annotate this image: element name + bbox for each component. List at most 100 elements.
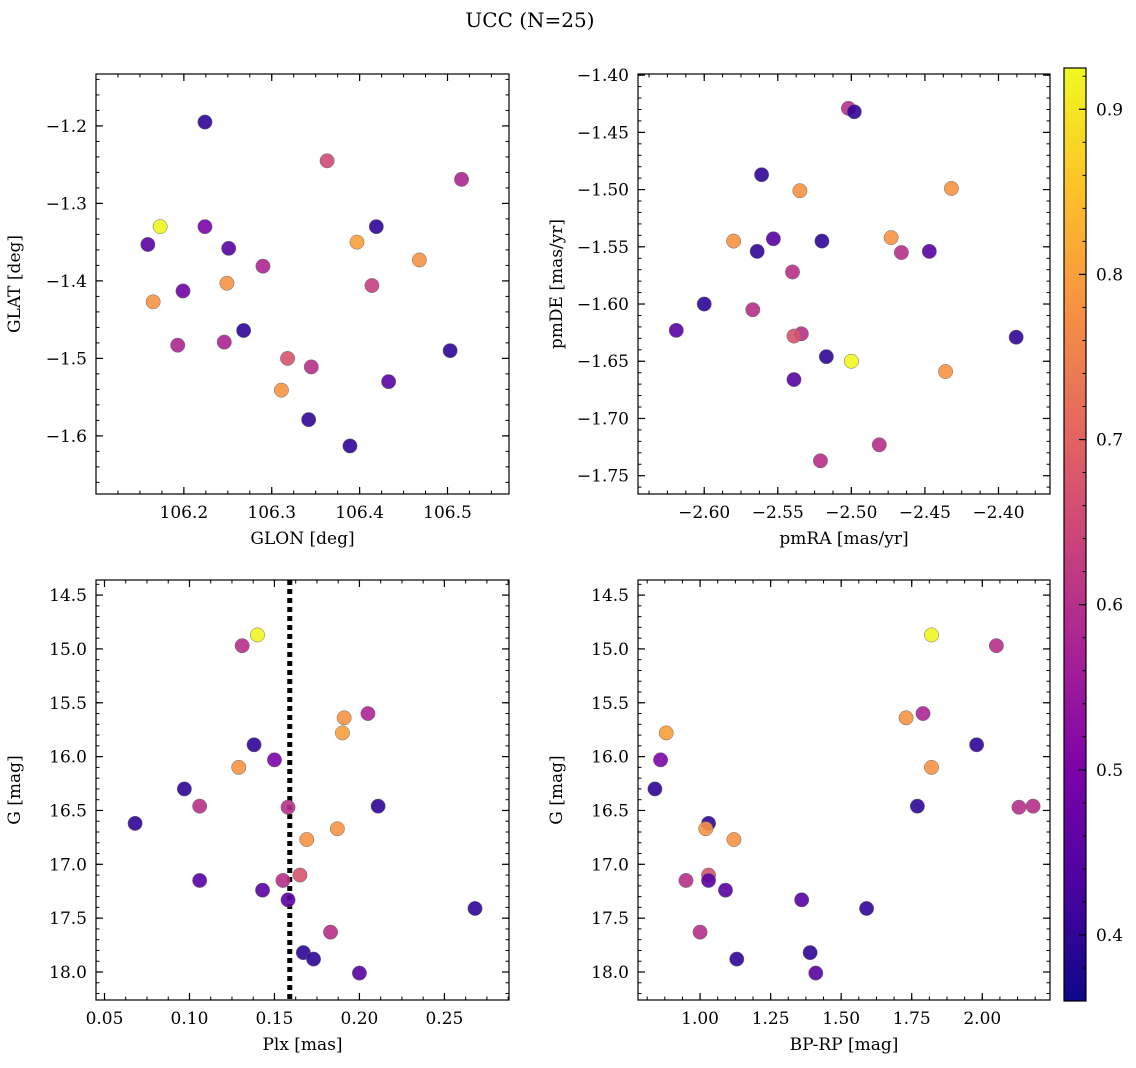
y-tick-label: −1.70: [577, 409, 629, 429]
y-axis-label: GLAT [deg]: [5, 235, 25, 333]
scatter-point: [192, 798, 208, 814]
colorbar: 0.4 0.5 0.6 0.7 0.8 0.9: [1063, 67, 1123, 1002]
y-tick-label: −1.55: [577, 238, 629, 258]
scatter-point: [786, 372, 802, 388]
x-tick-label: 0.15: [256, 1009, 294, 1029]
x-tick-label: 1.75: [893, 1009, 931, 1029]
x-tick-label: 0.25: [425, 1009, 463, 1029]
scatter-point: [813, 453, 828, 469]
y-tick-label: 17.5: [49, 909, 87, 929]
x-tick-label: 0.10: [171, 1009, 209, 1029]
scatter-point: [303, 359, 319, 375]
y-tick-label: −1.75: [577, 467, 629, 487]
axes-frame: [637, 579, 1051, 1001]
scatter-point: [943, 180, 959, 196]
scatter-point: [718, 882, 733, 898]
scatter-point: [342, 438, 358, 454]
y-tick-label: 16.5: [591, 801, 629, 821]
y-tick-label: 17.5: [591, 909, 629, 929]
scatter-point: [454, 171, 469, 187]
scatter-point: [306, 951, 321, 967]
axes-frame: [95, 73, 510, 495]
scatter-points: [647, 627, 1041, 981]
scatter-point: [170, 337, 186, 353]
y-tick-label: 16.0: [591, 748, 629, 768]
y-tick-label: 18.0: [591, 963, 629, 983]
scatter-point: [192, 873, 208, 888]
scatter-point: [924, 759, 939, 775]
x-tick-label: 106.2: [160, 503, 209, 523]
scatter-point: [368, 219, 384, 235]
scatter-point: [647, 781, 663, 797]
scatter-point: [280, 892, 296, 908]
x-tick-label: −2.60: [678, 503, 730, 523]
scatter-points: [140, 114, 469, 454]
scatter-point: [255, 258, 271, 274]
y-tick-label: −1.50: [577, 181, 629, 201]
y-tick-label: −1.6: [46, 427, 87, 447]
scatter-point: [280, 799, 296, 815]
scatter-point: [364, 278, 380, 293]
colorbar-tick-label: 0.6: [1096, 596, 1123, 616]
scatter-point: [175, 283, 191, 299]
scatter-point: [653, 752, 669, 768]
scatter-point: [696, 296, 712, 312]
scatter-point: [871, 437, 887, 453]
scatter-point: [668, 322, 684, 338]
x-tick-label: 0.05: [86, 1009, 124, 1029]
scatter-point: [323, 924, 338, 940]
scatter-point: [1008, 329, 1024, 345]
y-tick-label: 15.0: [49, 640, 87, 660]
scatter-point: [924, 627, 939, 643]
x-tick-label: 1.25: [752, 1009, 790, 1029]
scatter-point: [658, 725, 674, 741]
colorbar-tick-label: 0.9: [1096, 100, 1123, 120]
scatter-point: [301, 412, 317, 428]
x-axis-label: Plx [mas]: [262, 1035, 342, 1055]
scatter-point: [692, 924, 708, 940]
scatter-point: [336, 710, 352, 726]
scatter-point: [898, 710, 914, 726]
scatter-point: [197, 114, 213, 130]
scatter-point: [176, 781, 192, 797]
scatter-point: [360, 706, 376, 721]
scatter-point: [802, 945, 818, 961]
y-tick-label: −1.2: [46, 117, 87, 137]
scatter-point: [921, 243, 937, 259]
y-tick-label: −1.40: [577, 66, 629, 86]
scatter-point: [140, 237, 156, 252]
y-tick-label: 15.5: [591, 694, 629, 714]
scatter-point: [273, 382, 289, 398]
scatter-point: [915, 706, 931, 721]
scatter-point: [969, 737, 985, 753]
colorbar-tick-label: 0.7: [1096, 431, 1123, 451]
x-tick-label: −2.55: [752, 503, 804, 523]
scatter-point: [726, 233, 742, 249]
scatter-point: [729, 951, 745, 967]
scatter-point: [938, 364, 953, 379]
scatter-point: [794, 892, 810, 908]
x-axis-label: BP-RP [mag]: [790, 1035, 899, 1055]
scatter-point: [255, 882, 271, 898]
figure-title: UCC (N=25): [465, 8, 594, 32]
x-tick-label: −2.45: [899, 503, 951, 523]
scatter-point: [280, 350, 296, 366]
y-axis-label: G [mag]: [5, 755, 25, 824]
y-tick-label: −1.65: [577, 352, 629, 372]
scatter-point: [749, 243, 765, 259]
scatter-point: [843, 353, 859, 369]
scatter-point: [701, 873, 716, 888]
x-tick-label: 1.50: [822, 1009, 860, 1029]
scatter-points: [127, 627, 483, 981]
colorbar-tick-label: 0.4: [1096, 926, 1123, 946]
scatter-point: [275, 873, 291, 888]
y-tick-label: 16.5: [49, 801, 87, 821]
x-tick-label: 106.3: [247, 503, 296, 523]
colorbar-tick-label: 0.8: [1096, 265, 1123, 285]
scatter-point: [909, 798, 925, 814]
scatter-point: [145, 294, 161, 310]
scatter-point: [219, 275, 235, 291]
scatter-point: [127, 815, 143, 831]
y-tick-label: 15.5: [49, 694, 87, 714]
